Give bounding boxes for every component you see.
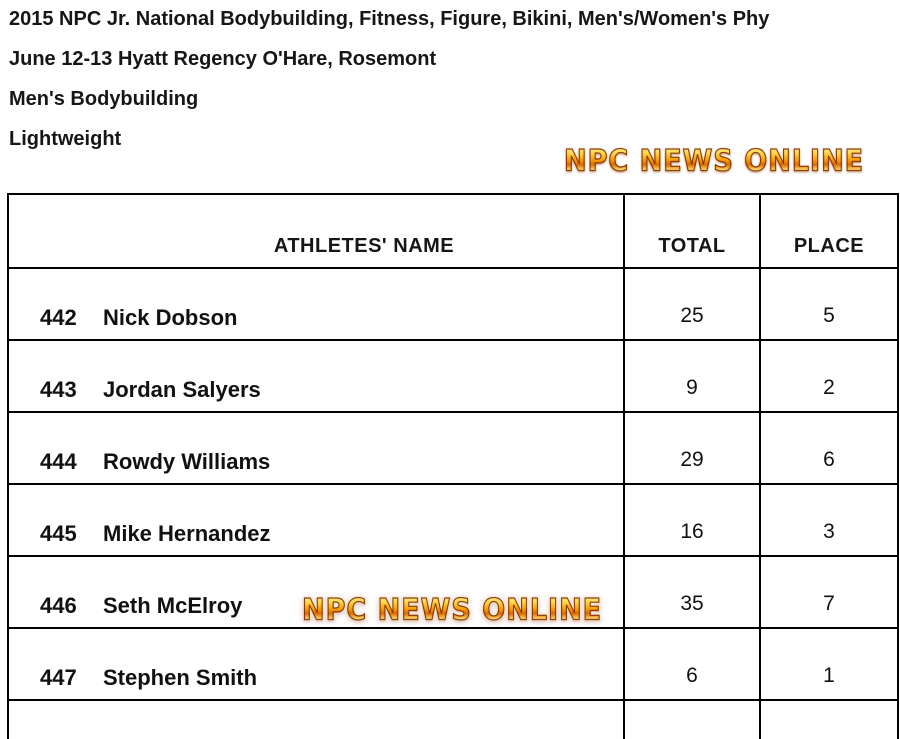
place-cell: 6 [759, 411, 899, 485]
npc-news-online-watermark: NPC NEWS ONLINE [301, 593, 603, 628]
athlete-name: Nick Dobson [103, 305, 238, 330]
place-cell: 1 [759, 627, 899, 701]
division-name: Men's Bodybuilding [9, 88, 199, 110]
athlete-number: 448 [40, 737, 103, 739]
results-table: ATHLETES' NAME TOTAL PLACE 442 Nick Dobso… [7, 193, 899, 739]
table-row: 448Adrian Arroyo 20 4 [7, 699, 899, 739]
place-cell: 7 [759, 555, 899, 629]
total-cell: 20 [623, 699, 761, 739]
contest-title: 2015 NPC Jr. National Bodybuilding, Fitn… [9, 8, 770, 30]
total-cell: 16 [623, 483, 761, 557]
athlete-number: 442 [40, 305, 77, 330]
place-cell: 5 [759, 267, 899, 341]
athlete-name: Rowdy Williams [103, 449, 271, 474]
place-cell: 3 [759, 483, 899, 557]
athlete-name-cell: 444 Rowdy Williams [7, 411, 625, 485]
total-cell: 6 [623, 627, 761, 701]
athlete-name-cell: 447 Stephen Smith [7, 627, 625, 701]
athlete-name-cell: 445 Mike Hernandez [7, 483, 625, 557]
table-row: 443 Jordan Salyers 9 2 [7, 339, 899, 413]
athlete-number: 447 [40, 665, 77, 690]
table-row: 442 Nick Dobson 25 5 [7, 267, 899, 341]
total-cell: 25 [623, 267, 761, 341]
athlete-number: 444 [40, 449, 77, 474]
athlete-number: 446 [40, 593, 77, 618]
npc-news-online-logo: NPC NEWS ONLINE [563, 144, 865, 179]
table-row: 445 Mike Hernandez 16 3 [7, 483, 899, 557]
column-header-athletes-name: ATHLETES' NAME [7, 193, 625, 269]
npc-news-online-logo: NPC NEWS ONLINE [301, 593, 603, 628]
athlete-name-cell: 442 Nick Dobson [7, 267, 625, 341]
total-cell: 35 [623, 555, 761, 629]
athlete-name: Adrian Arroyo [103, 737, 250, 739]
athlete-number: 443 [40, 377, 77, 402]
contest-date-venue: June 12-13 Hyatt Regency O'Hare, Rosemon… [9, 48, 437, 70]
athlete-name: Stephen Smith [103, 665, 258, 690]
place-cell: 2 [759, 339, 899, 413]
athlete-number: 445 [40, 521, 77, 546]
athlete-name-cell: 448Adrian Arroyo [7, 699, 625, 739]
athlete-name: Jordan Salyers [103, 377, 261, 402]
table-header-row: ATHLETES' NAME TOTAL PLACE [7, 193, 899, 269]
place-cell: 4 [759, 699, 899, 739]
weight-class: Lightweight [9, 128, 122, 150]
athlete-name-cell: 443 Jordan Salyers [7, 339, 625, 413]
column-header-total: TOTAL [623, 193, 761, 269]
total-cell: 29 [623, 411, 761, 485]
document-header: 2015 NPC Jr. National Bodybuilding, Fitn… [9, 9, 900, 169]
column-header-place: PLACE [759, 193, 899, 269]
athlete-name: Mike Hernandez [103, 521, 271, 546]
table-row: 444 Rowdy Williams 29 6 [7, 411, 899, 485]
total-cell: 9 [623, 339, 761, 413]
table-row: 446 Seth McElroy NPC NEWS ONLINE 35 7 [7, 555, 899, 629]
athlete-name-cell: 446 Seth McElroy NPC NEWS ONLINE [7, 555, 625, 629]
athlete-name: Seth McElroy [103, 593, 243, 618]
table-row: 447 Stephen Smith 6 1 [7, 627, 899, 701]
